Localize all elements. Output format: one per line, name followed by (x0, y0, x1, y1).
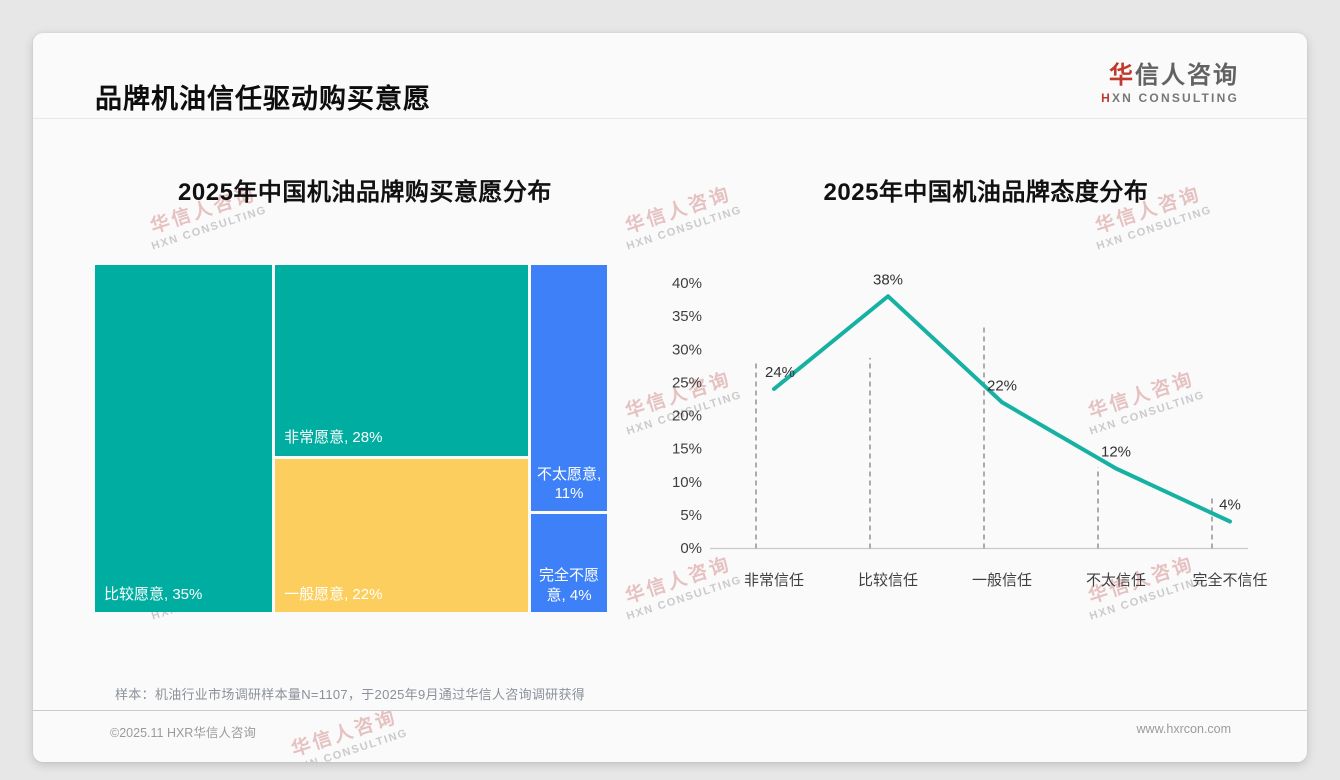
y-tick-label: 20% (672, 408, 702, 425)
treemap-block-label: 不太愿意, 11% (536, 465, 602, 503)
page-title: 品牌机油信任驱动购买意愿 (95, 84, 431, 114)
treemap-chart-title: 2025年中国机油品牌购买意愿分布 (178, 179, 552, 206)
treemap-block-完全不愿意: 完全不愿意, 4% (531, 513, 607, 612)
treemap-block-比较愿意: 比较愿意, 35% (95, 265, 273, 612)
trust-series-line (772, 294, 1232, 524)
y-tick-label: 0% (680, 540, 702, 557)
treemap-block-label: 非常愿意, 28% (284, 429, 383, 447)
brand-logo-chinese: 华信人咨询 (1101, 62, 1239, 89)
y-tick-label: 35% (672, 308, 702, 325)
treemap-block-label: 完全不愿意, 4% (539, 567, 600, 604)
line-chart: 0% 5% 10% 15% 20% 25% 30% 35% 40% 非常信任 比较信任 一般信任 不太信… (672, 271, 1268, 589)
treemap-block-label: 一般愿意, 22% (284, 585, 383, 603)
x-category-label: 不太信任 (1086, 572, 1146, 589)
y-tick-label: 5% (680, 507, 702, 524)
treemap-block-不太愿意: 不太愿意, 11% (531, 265, 607, 511)
treemap-block-label: 比较愿意, 35% (104, 585, 203, 603)
header-divider (33, 118, 1307, 119)
treemap-column: 不太愿意, 11% 完全不愿意, 4% (531, 265, 607, 612)
brand-logo-cn-accent: 华 (1109, 62, 1135, 89)
footer-divider (33, 710, 1307, 711)
brand-logo-en-rest: XN CONSULTING (1111, 91, 1239, 106)
brand-logo: 华信人咨询 HXN CONSULTING (1101, 62, 1239, 106)
x-category-label: 比较信任 (858, 571, 918, 589)
y-tick-label: 10% (672, 474, 702, 491)
y-tick-label: 30% (672, 341, 702, 358)
website-text: www.hxrcon.com (1136, 722, 1231, 736)
treemap-block-一般愿意: 一般愿意, 22% (275, 458, 529, 612)
y-tick-label: 25% (672, 374, 702, 391)
y-tick-label: 15% (672, 441, 702, 458)
line-chart-title: 2025年中国机油品牌态度分布 (823, 179, 1149, 206)
x-category-label: 一般信任 (972, 572, 1032, 589)
treemap-chart: 比较愿意, 35% 非常愿意, 28% 一般愿意, 22% 不太愿意, 11% 完全不愿… (95, 265, 607, 612)
data-label-4%: 4% (1219, 497, 1241, 514)
brand-logo-cn-rest: 信人咨询 (1135, 62, 1239, 89)
x-category-label: 非常信任 (744, 572, 804, 589)
treemap-column: 非常愿意, 28% 一般愿意, 22% (275, 265, 529, 612)
data-label-22%: 22% (987, 377, 1017, 394)
brand-logo-en-accent: H (1101, 91, 1112, 106)
data-label-38%: 38% (873, 271, 903, 288)
sample-note: 样本：机油行业市场调研样本量N=1107，于2025年9月通过华信人咨询调研获得 (115, 687, 586, 702)
treemap-column: 比较愿意, 35% (95, 265, 273, 612)
slide-card: 华信人咨询 HXN CONSULTING 华信人咨询 HXN CONSULTING 华信… (33, 33, 1307, 762)
data-label-24%: 24% (765, 364, 795, 381)
x-category-label: 完全不信任 (1192, 571, 1267, 589)
copyright-text: ©2025.11 HXR华信人咨询 (110, 726, 256, 740)
y-tick-label: 40% (672, 275, 702, 292)
treemap-block-非常愿意: 非常愿意, 28% (275, 265, 529, 456)
brand-logo-english: HXN CONSULTING (1101, 92, 1239, 105)
data-label-12%: 12% (1101, 444, 1131, 461)
